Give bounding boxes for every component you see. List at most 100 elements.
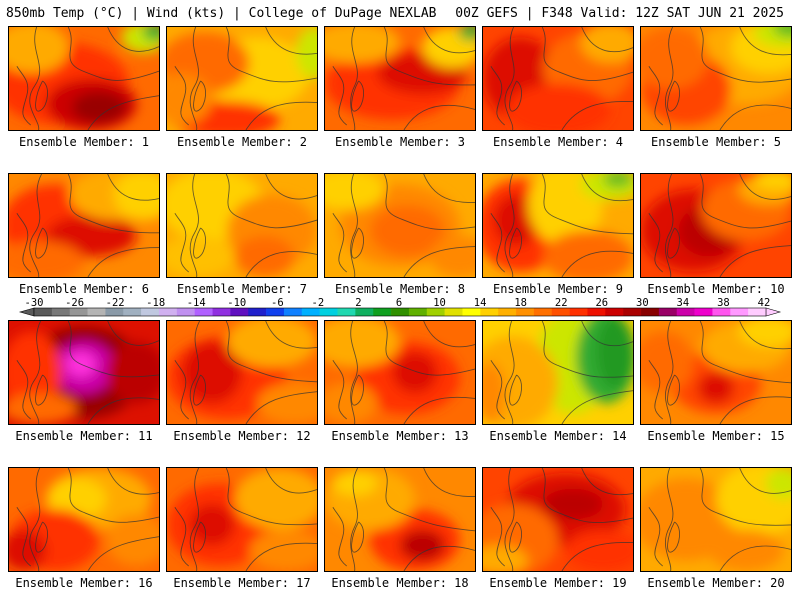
temperature-shading-region <box>142 27 159 41</box>
colorbar-swatch <box>373 308 392 316</box>
colorbar-tick-label: 14 <box>474 297 487 309</box>
ensemble-member-map <box>8 320 160 425</box>
temperature-shading-region <box>753 174 791 190</box>
colorbar-swatch <box>337 308 356 316</box>
ensemble-member-label: Ensemble Member: 3 <box>334 135 466 149</box>
temperature-shading-region <box>46 478 107 520</box>
colorbar-tick-label: -10 <box>227 297 246 309</box>
ensemble-member-map <box>8 26 160 131</box>
temperature-shading-region <box>543 230 633 277</box>
temperature-shading-region <box>249 529 317 571</box>
ensemble-member-map <box>324 26 476 131</box>
colorbar-swatch <box>480 308 499 316</box>
ensemble-member-map <box>324 320 476 425</box>
map-outline-lines <box>648 321 791 424</box>
map-outline-lines <box>332 468 475 571</box>
colorbar-swatch <box>533 308 553 316</box>
temperature-shading-region <box>9 27 69 74</box>
temperature-shading-region <box>641 331 694 394</box>
colorbar-swatch <box>730 308 749 316</box>
temperature-shading-region <box>182 341 242 404</box>
colorbar-swatch <box>230 308 249 316</box>
colorbar-swatch <box>194 308 213 316</box>
ensemble-member-map <box>324 467 476 572</box>
colorbar-swatch <box>408 308 428 316</box>
map-outline-lines <box>648 468 791 571</box>
colorbar-swatch <box>605 308 624 316</box>
temperature-shading-region <box>9 240 84 277</box>
temperature-shading-region <box>167 73 212 125</box>
ensemble-member-label: Ensemble Member: 16 <box>15 576 153 590</box>
temperature-shading-region <box>698 372 734 404</box>
colorbar-swatch <box>444 308 463 316</box>
map-outline-lines <box>648 174 791 277</box>
colorbar-swatch <box>587 308 606 316</box>
ensemble-member-label: Ensemble Member: 6 <box>18 282 150 296</box>
colorbar-tick-label: 22 <box>555 297 568 309</box>
ensemble-member-label: Ensemble Member: 11 <box>15 429 153 443</box>
map-outline-lines <box>490 174 633 277</box>
temperature-shading-region <box>565 529 633 571</box>
map-outline-lines <box>490 27 633 130</box>
colorbar-swatch <box>123 308 142 316</box>
ensemble-member-map <box>324 173 476 278</box>
colorbar-swatch <box>283 308 303 316</box>
colorbar-swatch <box>658 308 678 316</box>
chart-title: 850mb Temp (°C) | Wind (kts) | College o… <box>6 6 437 21</box>
temperature-shading-region <box>430 235 475 277</box>
colorbar-swatch <box>498 308 517 316</box>
colorbar-min-arrow <box>18 307 35 317</box>
temperature-shading-region <box>765 468 791 499</box>
colorbar-swatch <box>248 308 267 316</box>
temperature-shading-region <box>708 529 784 571</box>
colorbar-swatch <box>462 308 481 316</box>
temperature-shading-region <box>400 529 445 561</box>
ensemble-member-map <box>166 173 318 278</box>
map-outline-lines <box>16 174 159 277</box>
colorbar-swatch <box>748 308 767 316</box>
temperature-shading-region <box>9 331 62 414</box>
ensemble-member-map <box>482 173 634 278</box>
colorbar-tick-label: 34 <box>677 297 690 309</box>
ensemble-member-map <box>166 320 318 425</box>
colorbar-swatch <box>212 308 231 316</box>
ensemble-member-label: Ensemble Member: 4 <box>492 135 624 149</box>
colorbar-tick-label: 10 <box>433 297 446 309</box>
map-outline-lines <box>174 174 317 277</box>
colorbar-tick-label: -18 <box>146 297 165 309</box>
temperature-shading-region <box>325 27 400 64</box>
colorbar-tick-label: -14 <box>187 297 206 309</box>
colorbar-swatch <box>551 308 570 316</box>
colorbar-tick-label: 38 <box>717 297 730 309</box>
colorbar-swatch <box>301 308 320 316</box>
colorbar-swatch <box>623 308 642 316</box>
colorbar-tick-label: -30 <box>25 297 44 309</box>
map-outline-lines <box>332 321 475 424</box>
colorbar-swatch <box>266 308 285 316</box>
ensemble-member-label: Ensemble Member: 14 <box>489 429 627 443</box>
temperature-shading-region <box>597 321 633 388</box>
colorbar-tick-label: 26 <box>595 297 608 309</box>
colorbar-swatch <box>105 308 124 316</box>
ensemble-member-label: Ensemble Member: 1 <box>18 135 150 149</box>
temperature-shading-region <box>72 91 126 123</box>
ensemble-member-label: Ensemble Member: 13 <box>331 429 469 443</box>
map-outline-lines <box>490 468 633 571</box>
temperature-shading-region <box>189 504 235 546</box>
colorbar-tick-label: -26 <box>65 297 84 309</box>
ensemble-member-map <box>640 26 792 131</box>
ensemble-member-map <box>166 467 318 572</box>
temperature-shading-region <box>505 83 611 130</box>
temperature-shading-region <box>483 545 528 571</box>
ensemble-member-label: Ensemble Member: 7 <box>176 282 308 296</box>
temperature-shading-region <box>603 174 633 188</box>
colorbar-tick-label: 2 <box>355 297 361 309</box>
colorbar-swatch <box>712 308 731 316</box>
colorbar-swatch <box>569 308 588 316</box>
map-outline-lines <box>332 27 475 130</box>
colorbar-swatch <box>34 308 53 316</box>
map-outline-lines <box>174 321 317 424</box>
temperature-shading-region <box>234 468 317 530</box>
temperature-shading-region <box>493 194 539 247</box>
temperature-shading-region <box>580 27 633 64</box>
